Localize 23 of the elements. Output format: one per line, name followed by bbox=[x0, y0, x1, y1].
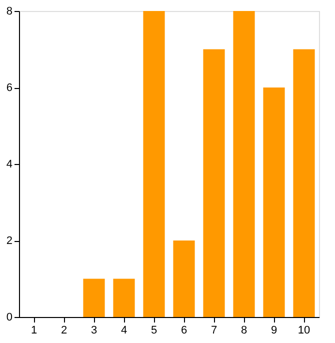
bar bbox=[203, 49, 225, 317]
x-tick-label: 9 bbox=[270, 324, 278, 336]
x-tick-label: 7 bbox=[210, 324, 218, 336]
bar bbox=[233, 11, 255, 317]
x-tick-label: 1 bbox=[30, 324, 38, 336]
x-tick-label: 5 bbox=[150, 324, 158, 336]
x-tick-label: 2 bbox=[60, 324, 68, 336]
bar bbox=[83, 278, 105, 317]
bar bbox=[113, 278, 135, 317]
x-tick-label: 4 bbox=[120, 324, 128, 336]
y-tick-label: 2 bbox=[6, 235, 12, 247]
bar bbox=[143, 11, 165, 317]
bar bbox=[293, 49, 315, 317]
x-tick-label: 6 bbox=[180, 324, 188, 336]
bar bbox=[263, 88, 285, 317]
y-tick-label: 0 bbox=[6, 312, 12, 324]
bar bbox=[173, 240, 195, 317]
x-tick-label: 8 bbox=[240, 324, 248, 336]
y-tick-label: 8 bbox=[6, 6, 12, 18]
x-tick-label: 10 bbox=[298, 324, 310, 336]
y-tick-label: 6 bbox=[6, 82, 12, 94]
y-tick-label: 4 bbox=[6, 158, 12, 170]
x-tick-label: 3 bbox=[90, 324, 98, 336]
